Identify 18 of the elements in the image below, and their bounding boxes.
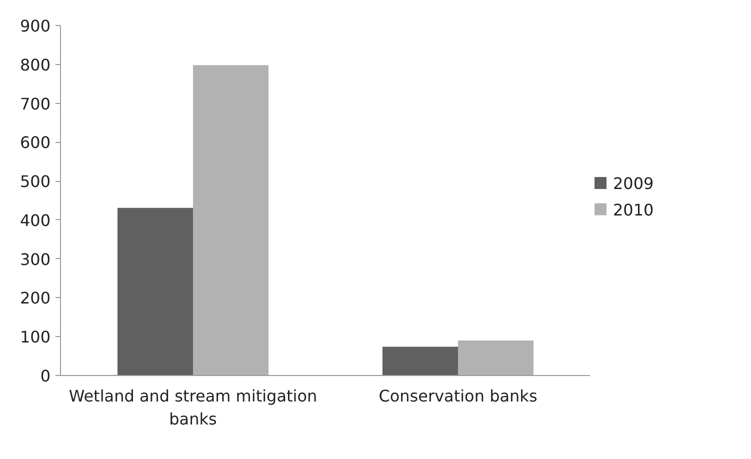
y-tick-label: 800: [20, 55, 51, 74]
y-tick-label: 200: [20, 288, 51, 308]
x-tick-label: Wetland and stream mitigation banks: [68, 386, 318, 428]
legend-label: 2010: [613, 200, 654, 220]
y-tick-label: 900: [20, 16, 51, 36]
y-tick-label: 600: [20, 133, 51, 152]
bar: [117, 208, 193, 376]
y-tick-label: 500: [20, 172, 51, 192]
bar: [193, 65, 269, 376]
bar: [458, 340, 534, 376]
legend-label: 2009: [613, 174, 654, 193]
y-tick-label: 700: [20, 94, 51, 114]
y-tick-label: 400: [20, 210, 51, 230]
y-tick-label: 300: [20, 250, 51, 269]
x-tick-label: Conservation banks: [378, 386, 538, 406]
bar: [382, 346, 458, 376]
y-tick-label: 0: [40, 366, 51, 386]
y-tick-label: 100: [20, 328, 51, 347]
